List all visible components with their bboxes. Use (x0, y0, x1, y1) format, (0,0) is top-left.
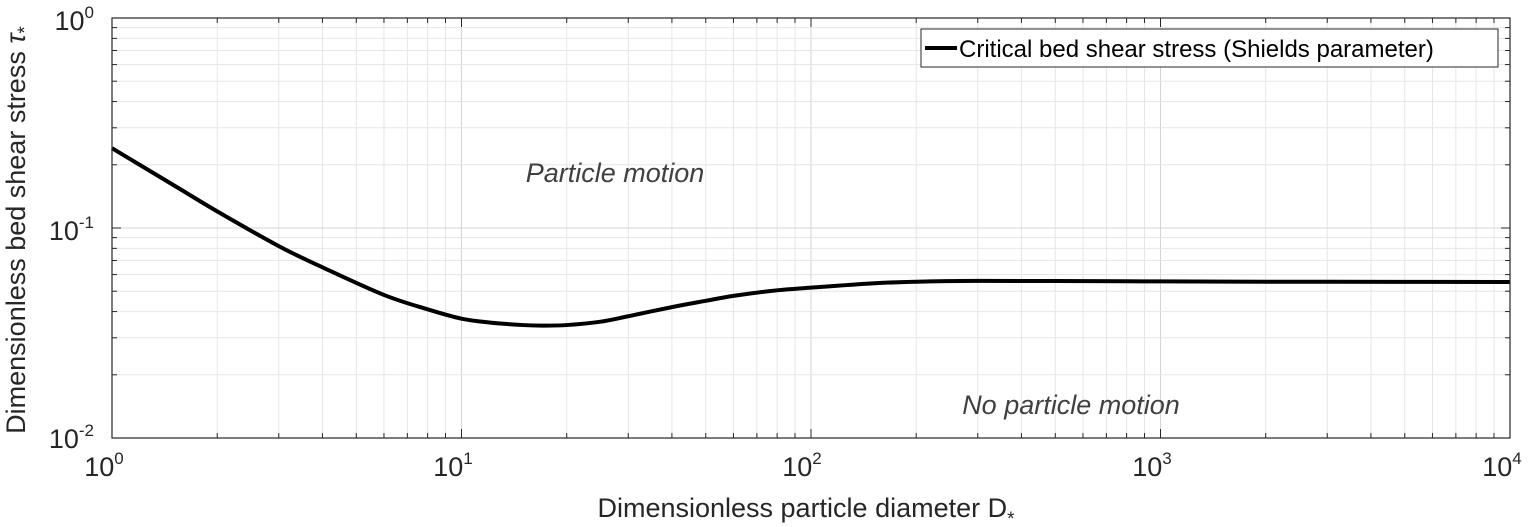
grid (112, 18, 1510, 438)
y-tick-label-1: 100 (54, 3, 94, 36)
x-tick-label-1: 100 (84, 449, 124, 482)
y-tick-label-0.01: 10-2 (49, 421, 94, 454)
annotation-particle-motion: Particle motion (526, 158, 705, 188)
annotation-no-particle-motion: No particle motion (962, 390, 1180, 420)
series-line-shields-curve (110, 146, 1511, 328)
x-tick-labels: 100 101 102 103 104 (84, 449, 1522, 482)
x-tick-label-1000: 103 (1132, 449, 1172, 482)
y-tick-labels: 100 10-1 10-2 (49, 3, 94, 454)
legend-box (920, 28, 1499, 68)
tick-marks (111, 18, 1510, 439)
series-layer (110, 146, 1511, 328)
y-axis-title: Dimensionless bed shear stress τ* (1, 26, 36, 434)
x-axis-title: Dimensionless particle diameter D* (597, 493, 1015, 527)
x-tick-label-10000: 104 (1482, 449, 1522, 482)
x-tick-label-100: 102 (782, 449, 822, 482)
x-tick-label-10: 101 (433, 449, 473, 482)
y-tick-label-0.1: 10-1 (49, 213, 94, 246)
legend-label: Critical bed shear stress (Shields param… (959, 36, 1434, 63)
legend: Critical bed shear stress (Shields param… (920, 28, 1499, 68)
